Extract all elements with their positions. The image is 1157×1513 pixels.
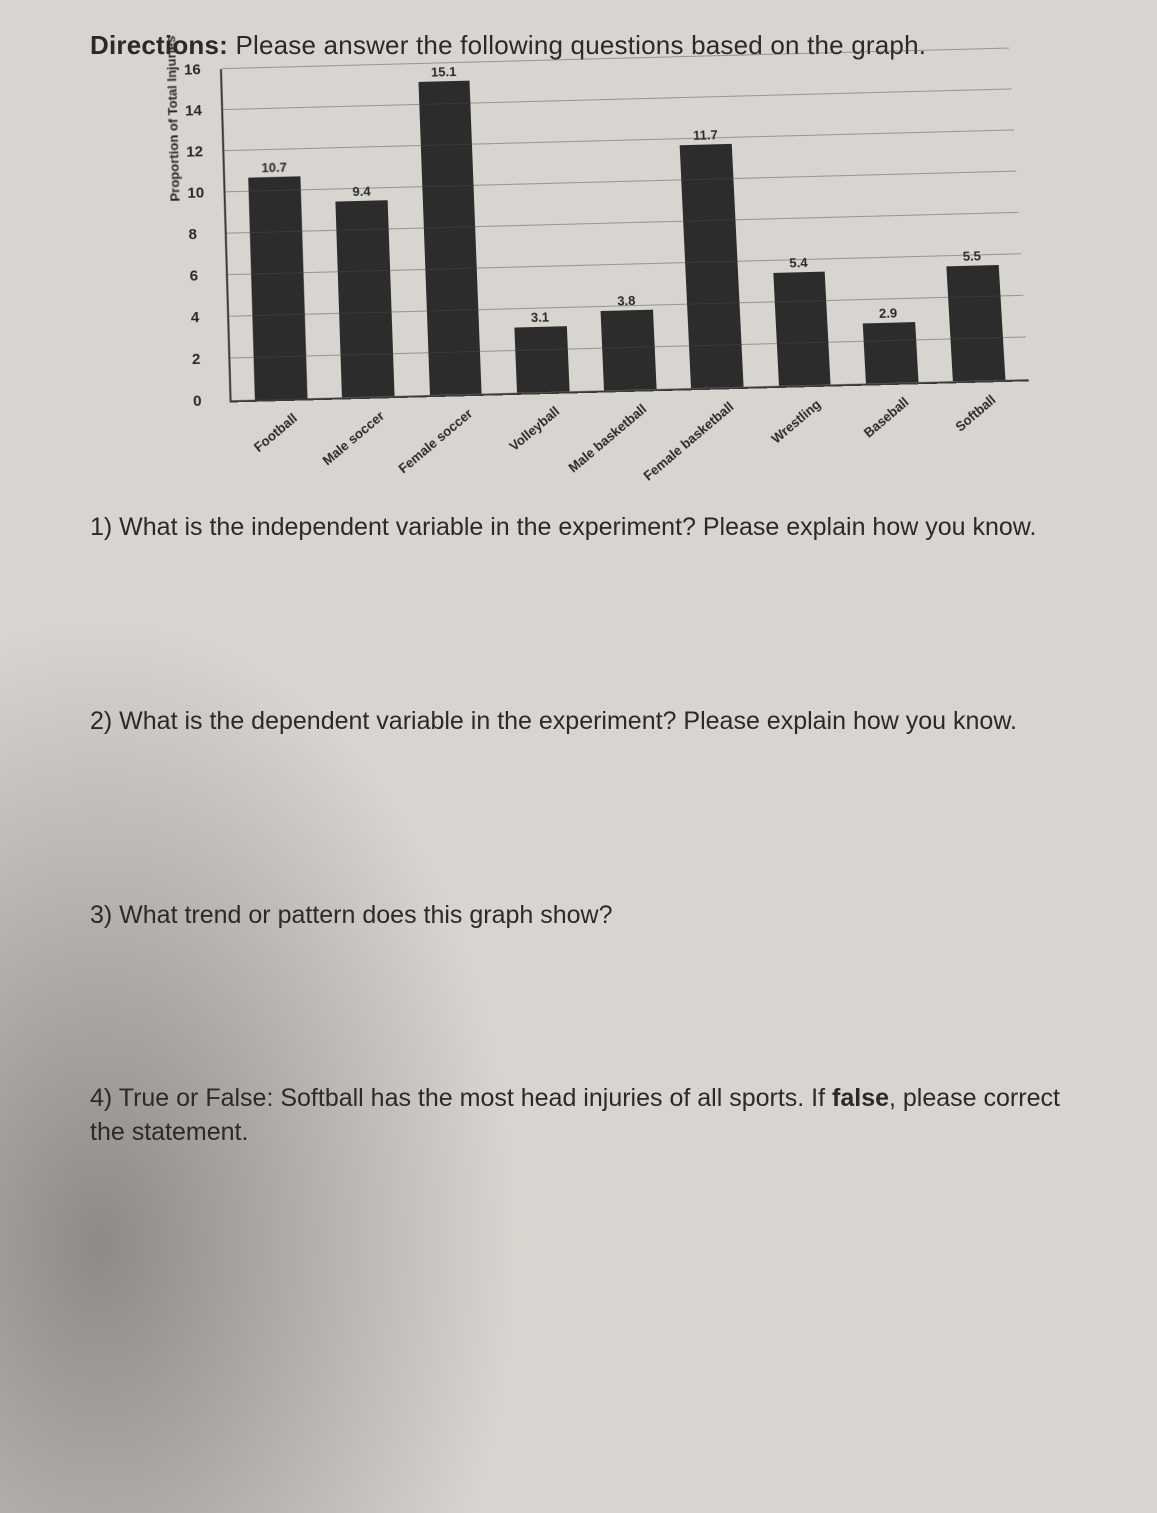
chart-bar bbox=[862, 322, 918, 384]
question-3: 3) What trend or pattern does this graph… bbox=[90, 899, 1067, 933]
chart-bar-slot: 9.4Male soccer bbox=[314, 64, 412, 397]
chart-bar bbox=[418, 81, 482, 395]
chart-xlabel: Softball bbox=[947, 385, 999, 434]
chart-bar bbox=[514, 327, 569, 393]
chart-ytick: 0 bbox=[193, 392, 202, 410]
chart-xlabel: Female soccer bbox=[390, 399, 475, 476]
chart-bar bbox=[773, 272, 831, 386]
chart-bar-slot: 15.1Female soccer bbox=[400, 62, 499, 395]
chart-bar bbox=[680, 144, 744, 388]
chart-bar bbox=[946, 265, 1005, 381]
question-4: 4) True or False: Softball has the most … bbox=[90, 1082, 1067, 1150]
chart-bar-value-label: 5.5 bbox=[962, 249, 981, 265]
chart-xlabel: Baseball bbox=[855, 388, 911, 441]
question-1: 1) What is the independent variable in t… bbox=[90, 511, 1067, 545]
chart-bar-slot: 3.8Male basketball bbox=[573, 58, 674, 391]
chart-plot-area: Proportion of Total Injuries 10.7Footbal… bbox=[220, 49, 1029, 403]
chart-bar-value-label: 9.4 bbox=[352, 184, 371, 200]
chart-xlabel: Volleyball bbox=[501, 397, 562, 454]
chart-ytick: 8 bbox=[188, 226, 197, 243]
chart-bar-value-label: 2.9 bbox=[879, 305, 898, 321]
chart-xlabel: Male soccer bbox=[315, 401, 388, 468]
chart-ytick: 2 bbox=[192, 351, 201, 369]
chart-bar-slot: 3.1Volleyball bbox=[486, 60, 586, 393]
chart-bar bbox=[248, 176, 307, 400]
chart-xlabel: Female basketball bbox=[635, 392, 736, 483]
chart-bar-slot: 10.7Football bbox=[228, 67, 325, 400]
chart-bar-value-label: 5.4 bbox=[789, 255, 808, 271]
chart-bar-value-label: 10.7 bbox=[261, 159, 287, 175]
chart-ytick: 12 bbox=[186, 143, 203, 160]
worksheet-content: Directions: Please answer the following … bbox=[90, 30, 1067, 1150]
chart-bar-value-label: 3.1 bbox=[531, 310, 550, 326]
chart-bar bbox=[601, 310, 657, 391]
chart-ytick: 16 bbox=[184, 61, 201, 78]
question-4-pre: 4) True or False: Softball has the most … bbox=[90, 1084, 832, 1112]
question-4-bold: false bbox=[832, 1084, 889, 1112]
chart-ytick: 14 bbox=[185, 102, 202, 119]
injuries-bar-chart: Proportion of Total Injuries 10.7Footbal… bbox=[150, 49, 1029, 405]
chart-xlabel: Wrestling bbox=[763, 390, 823, 447]
chart-ytick: 10 bbox=[187, 184, 204, 202]
chart-bar-value-label: 15.1 bbox=[431, 64, 457, 80]
chart-bar-slot: 11.7Female basketball bbox=[659, 55, 761, 388]
chart-bar-slot: 5.5Softball bbox=[917, 49, 1023, 382]
chart-ytick: 6 bbox=[189, 267, 198, 284]
directions-prefix: Directions: bbox=[90, 30, 228, 60]
chart-ytick: 4 bbox=[191, 309, 200, 327]
chart-bar-value-label: 11.7 bbox=[693, 127, 718, 143]
chart-xlabel: Football bbox=[246, 404, 300, 455]
question-2: 2) What is the dependent variable in the… bbox=[90, 705, 1067, 739]
